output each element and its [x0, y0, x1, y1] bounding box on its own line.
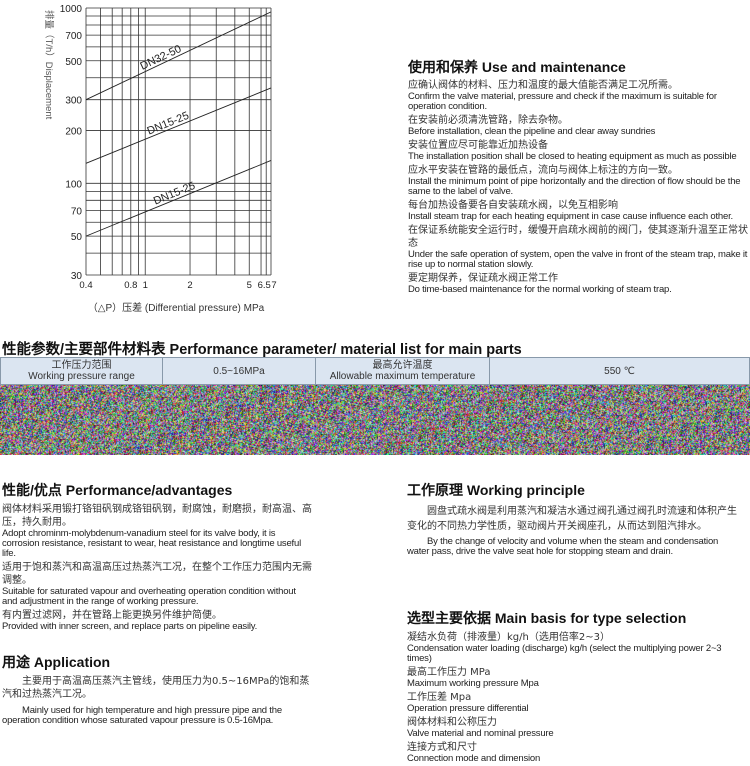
item-zh: 要定期保养，保证疏水阀正常工作: [408, 273, 558, 284]
section-title: 用途 Application: [2, 654, 111, 670]
section-title: 使用和保养 Use and maintenance: [408, 59, 626, 75]
x-tick-label: 7: [271, 280, 276, 291]
section-title: 选型主要依据 Main basis for type selection: [407, 610, 687, 626]
item-zh: 最高工作压力 MPa: [407, 667, 491, 678]
list-item: 适用于饱和蒸汽和高温高压过热蒸汽工况，在整个工作压力范围内无需调整。 Suitab…: [2, 561, 312, 607]
item-zh: 适用于饱和蒸汽和高温高压过热蒸汽工况，在整个工作压力范围内无需调整。: [2, 562, 312, 586]
y-tick-label: 1000: [60, 4, 83, 15]
series-line: [85, 11, 272, 101]
item-zh: 应水平安装在管路的最低点，流向与阀体上标注的方向一致。: [408, 165, 678, 176]
item-en: The installation position shall be close…: [408, 151, 737, 162]
list-item: 阀体材料和公称压力 Valve material and nominal pres…: [407, 716, 747, 739]
item-zh: 有内置过滤网，并在管路上能更换另件维护简便。: [2, 610, 222, 621]
table-cell: 0.5~16MPa: [162, 357, 316, 385]
x-tick-label: 5: [247, 280, 252, 291]
x-tick-label: 1: [143, 280, 148, 291]
application-en: Mainly used for high temperature and hig…: [2, 705, 282, 726]
list-item: 应水平安装在管路的最低点，流向与阀体上标注的方向一致。 Install the m…: [408, 164, 748, 197]
item-en: Operation pressure differential: [407, 703, 529, 714]
item-zh: 安装位置应尽可能靠近加热设备: [408, 140, 548, 151]
item-zh: 在保证系统能安全运行时，缓慢开启疏水阀前的阀门，使其逐渐升温至正常状态: [408, 225, 748, 249]
list-item: 最高工作压力 MPa Maximum working pressure Mpa: [407, 666, 747, 689]
advantages-section: 性能/优点 Performance/advantages 阀体材料采用锻打铬钼矾…: [2, 480, 312, 634]
x-tick-label: 0.8: [124, 280, 137, 291]
table-row: 工作压力范围 Working pressure range 0.5~16MPa 最…: [0, 357, 750, 385]
item-zh: 连接方式和尺寸: [407, 742, 477, 753]
item-zh: 阀体材料和公称压力: [407, 717, 497, 728]
item-en: Valve material and nominal pressure: [407, 728, 554, 739]
table-cell: 工作压力范围 Working pressure range: [0, 357, 163, 385]
list-item: 连接方式和尺寸 Connection mode and dimension: [407, 741, 747, 764]
params-title: 性能参数/主要部件材料表 Performance parameter/ mate…: [2, 342, 522, 358]
y-tick-label: 100: [65, 179, 82, 190]
series-label: DN15-25: [145, 110, 190, 138]
x-tick-label: 0.4: [79, 280, 92, 291]
principle-zh: 圆盘式疏水阀是利用蒸汽和凝洁水通过阀孔通过阀孔时流速和体积产生变化的不同热力学性…: [407, 506, 737, 532]
principle-en: By the change of velocity and volume whe…: [407, 536, 719, 557]
list-item: 应确认阀体的材料、压力和温度的最大值能否满足工况所需。 Confirm the v…: [408, 79, 748, 112]
item-zh: 在安装前必须清洗管路，除去杂物。: [408, 115, 568, 126]
y-tick-label: 70: [71, 206, 83, 217]
item-en: Install the minimum point of pipe horizo…: [408, 176, 741, 197]
y-axis-label: 排量（T/h）Displacement: [43, 10, 55, 120]
item-en: Before installation, clean the pipeline …: [408, 126, 656, 137]
x-axis-label: （△P）压差 (Differential pressure) MPa: [88, 301, 265, 314]
working-principle-section: 工作原理 Working principle 圆盘式疏水阀是利用蒸汽和凝洁水通过…: [407, 480, 737, 557]
list-item: 要定期保养，保证疏水阀正常工作 Do time-based maintenance…: [408, 272, 748, 295]
item-en: Provided with inner screen, and replace …: [2, 621, 258, 632]
series-line: [85, 87, 272, 164]
table-cell: 最高允许温度 Allowable maximum temperature: [315, 357, 490, 385]
item-zh: 工作压差 Mpa: [407, 692, 472, 703]
list-item: 每台加热设备要各自安装疏水阀，以免互相影响 Install steam trap …: [408, 199, 748, 222]
use-maintenance-section: 使用和保养 Use and maintenance 应确认阀体的材料、压力和温度…: [408, 57, 748, 297]
item-en: Install steam trap for each heating equi…: [408, 211, 733, 222]
item-en: Under the safe operation of system, open…: [408, 249, 748, 270]
item-en: Condensation water loading (discharge) k…: [407, 643, 722, 664]
application-section: 用途 Application 主要用于高温高压蒸汽主管线，使用压力为0.5~16…: [2, 652, 312, 726]
x-tick-label: 6.5: [258, 280, 271, 291]
list-item: 凝结水负荷（排液量）kg/h（选用倍率2~3） Condensation wate…: [407, 631, 747, 664]
application-zh: 主要用于高温高压蒸汽主管线，使用压力为0.5~16MPa的饱和蒸汽和过热蒸汽工况…: [2, 676, 310, 700]
item-zh: 凝结水负荷（排液量）kg/h（选用倍率2~3）: [407, 632, 610, 643]
list-item: 工作压差 Mpa Operation pressure differential: [407, 691, 747, 714]
item-en: Do time-based maintenance for the normal…: [408, 284, 672, 295]
list-item: 安装位置应尽可能靠近加热设备 The installation position …: [408, 139, 748, 162]
list-item: 在安装前必须清洗管路，除去杂物。 Before installation, cle…: [408, 114, 748, 137]
list-item: 在保证系统能安全运行时，缓慢开启疏水阀前的阀门，使其逐渐升温至正常状态 Under…: [408, 224, 748, 270]
list-item: 阀体材料采用锻打铬钼矾钢成铬钼矾钢，耐腐蚀，耐磨损，耐高温、高压，持久耐用。 Ad…: [2, 503, 312, 559]
series-line: [85, 160, 272, 237]
type-selection-section: 选型主要依据 Main basis for type selection 凝结水…: [407, 608, 747, 766]
item-zh: 应确认阀体的材料、压力和温度的最大值能否满足工况所需。: [408, 80, 678, 91]
section-title: 工作原理 Working principle: [407, 482, 585, 498]
item-en: Adopt chrominm-molybdenum-vanadium steel…: [2, 528, 301, 559]
y-tick-label: 300: [65, 96, 82, 107]
item-en: Suitable for saturated vapour and overhe…: [2, 586, 296, 607]
item-en: Confirm the valve material, pressure and…: [408, 91, 717, 112]
section-title: 性能/优点 Performance/advantages: [2, 482, 233, 498]
params-table: 工作压力范围 Working pressure range 0.5~16MPa 最…: [0, 357, 750, 385]
list-item: 有内置过滤网，并在管路上能更换另件维护简便。 Provided with inne…: [2, 609, 312, 632]
item-zh: 阀体材料采用锻打铬钼矾钢成铬钼矾钢，耐腐蚀，耐磨损，耐高温、高压，持久耐用。: [2, 504, 312, 528]
x-tick-label: 2: [187, 280, 192, 291]
obscured-region: [0, 385, 750, 455]
y-tick-label: 500: [65, 57, 82, 68]
y-tick-label: 30: [71, 271, 83, 282]
y-tick-label: 700: [65, 31, 82, 42]
y-tick-label: 200: [65, 127, 82, 138]
displacement-chart: 0.4 0.8 1 2 5 6.5 7 1000 700 500 300 200 100 70 50 30 DN…: [43, 4, 277, 314]
item-en: Maximum working pressure Mpa: [407, 678, 539, 689]
item-zh: 每台加热设备要各自安装疏水阀，以免互相影响: [408, 200, 618, 211]
y-tick-label: 50: [71, 232, 83, 243]
table-cell: 550 ℃: [489, 357, 750, 385]
